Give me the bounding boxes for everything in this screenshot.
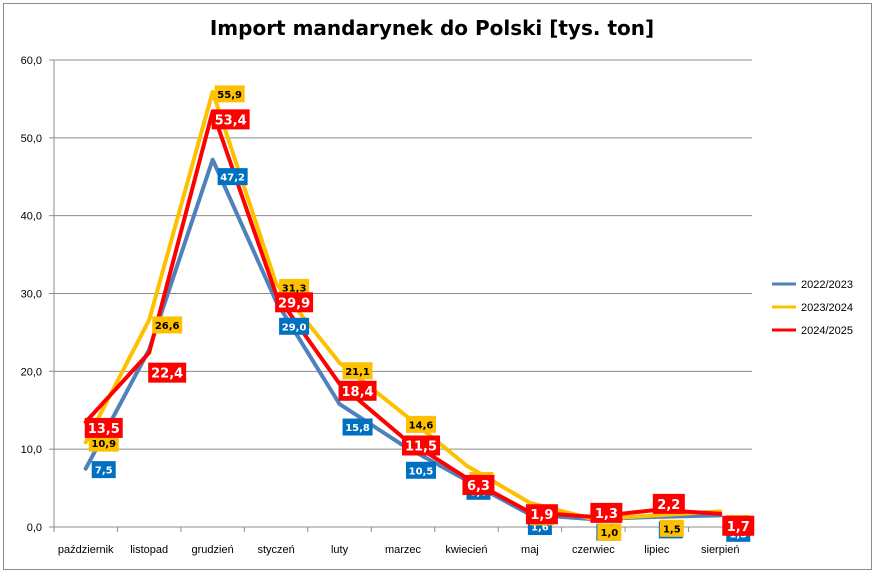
data-label-box [338, 380, 377, 401]
data-label-box [406, 461, 436, 479]
data-label: 22,4 [151, 367, 183, 382]
data-label-box [406, 415, 436, 433]
data-label-box [597, 523, 622, 541]
data-label-box [279, 278, 310, 296]
data-label: 1,6 [531, 523, 549, 534]
x-tick-label: marzec [385, 544, 422, 556]
data-label: 29,0 [282, 322, 307, 333]
y-tick-label: 20,0 [21, 366, 42, 378]
x-tick-label: lipiec [644, 544, 670, 556]
y-tick-label: 0,0 [27, 522, 42, 534]
chart-frame [3, 3, 872, 570]
data-label: 1,3 [595, 507, 618, 522]
x-tick-label: październik [58, 544, 114, 556]
x-tick-label: maj [521, 544, 539, 556]
data-label-box [652, 493, 685, 514]
data-label: 7,5 [95, 466, 113, 477]
data-label-box [148, 362, 187, 383]
data-label: 10,5 [409, 466, 434, 477]
data-label: 15,8 [345, 423, 370, 434]
data-label-box [722, 515, 755, 536]
data-label: 18,4 [342, 385, 374, 400]
data-label: 29,9 [278, 296, 310, 311]
y-tick-label: 30,0 [21, 289, 42, 301]
data-label: 26,6 [155, 321, 180, 332]
data-label-box [279, 317, 310, 335]
data-label-box [88, 434, 119, 452]
data-label-box [217, 168, 248, 186]
legend-label: 2022/2023 [801, 279, 853, 291]
x-tick-label: styczeń [257, 544, 294, 556]
data-label: 31,3 [282, 283, 307, 294]
series-line-2024-2025 [83, 109, 723, 519]
chart-title: Import mandarynek do Polski [tys. ton] [209, 16, 655, 40]
data-label: 1,5 [663, 524, 681, 535]
data-label-box [91, 461, 116, 479]
data-label: 53,4 [215, 113, 247, 128]
data-labels: 7,522,847,229,015,810,56,01,61,01,31,510… [84, 85, 755, 542]
y-tick-label: 40,0 [21, 211, 42, 223]
legend-label: 2023/2024 [801, 302, 853, 314]
data-label-box [525, 504, 558, 525]
data-label-box [402, 435, 440, 456]
data-label: 11,5 [405, 439, 437, 454]
data-label-box [342, 418, 373, 436]
x-tick-label: listopad [130, 544, 168, 556]
data-label-box [214, 85, 245, 103]
data-label: 1,9 [530, 508, 553, 523]
data-label-box [152, 316, 183, 334]
data-label: 47,2 [220, 173, 245, 184]
data-label-box [275, 292, 314, 313]
x-tick-label: czerwiec [572, 544, 615, 556]
data-label: 6,3 [467, 479, 490, 494]
data-label: 1,7 [727, 520, 750, 535]
gridlines [54, 59, 752, 528]
data-label: 21,1 [345, 367, 370, 378]
series-line-2022-2023 [83, 157, 723, 522]
data-label: 14,6 [409, 420, 434, 431]
data-label-box [590, 502, 623, 523]
data-label-box [84, 417, 123, 438]
legend-label: 2024/2025 [801, 325, 853, 337]
data-label-box [659, 519, 684, 537]
data-label: 2,2 [657, 498, 680, 513]
y-tick-label: 50,0 [21, 133, 42, 145]
data-label-box [462, 474, 495, 495]
data-label: 10,9 [91, 439, 116, 450]
x-tick-label: grudzień [192, 544, 234, 556]
x-tick-label: sierpień [701, 544, 740, 556]
data-label: 13,5 [88, 422, 120, 437]
data-label: 55,9 [217, 90, 242, 101]
x-tick-label: kwiecień [445, 544, 487, 556]
y-tick-label: 10,0 [21, 444, 42, 456]
x-tick-label: luty [331, 544, 349, 556]
y-tick-label: 60,0 [21, 55, 42, 67]
data-label-box [211, 109, 250, 130]
data-label-box [342, 362, 373, 380]
data-label: 1,0 [601, 528, 619, 539]
